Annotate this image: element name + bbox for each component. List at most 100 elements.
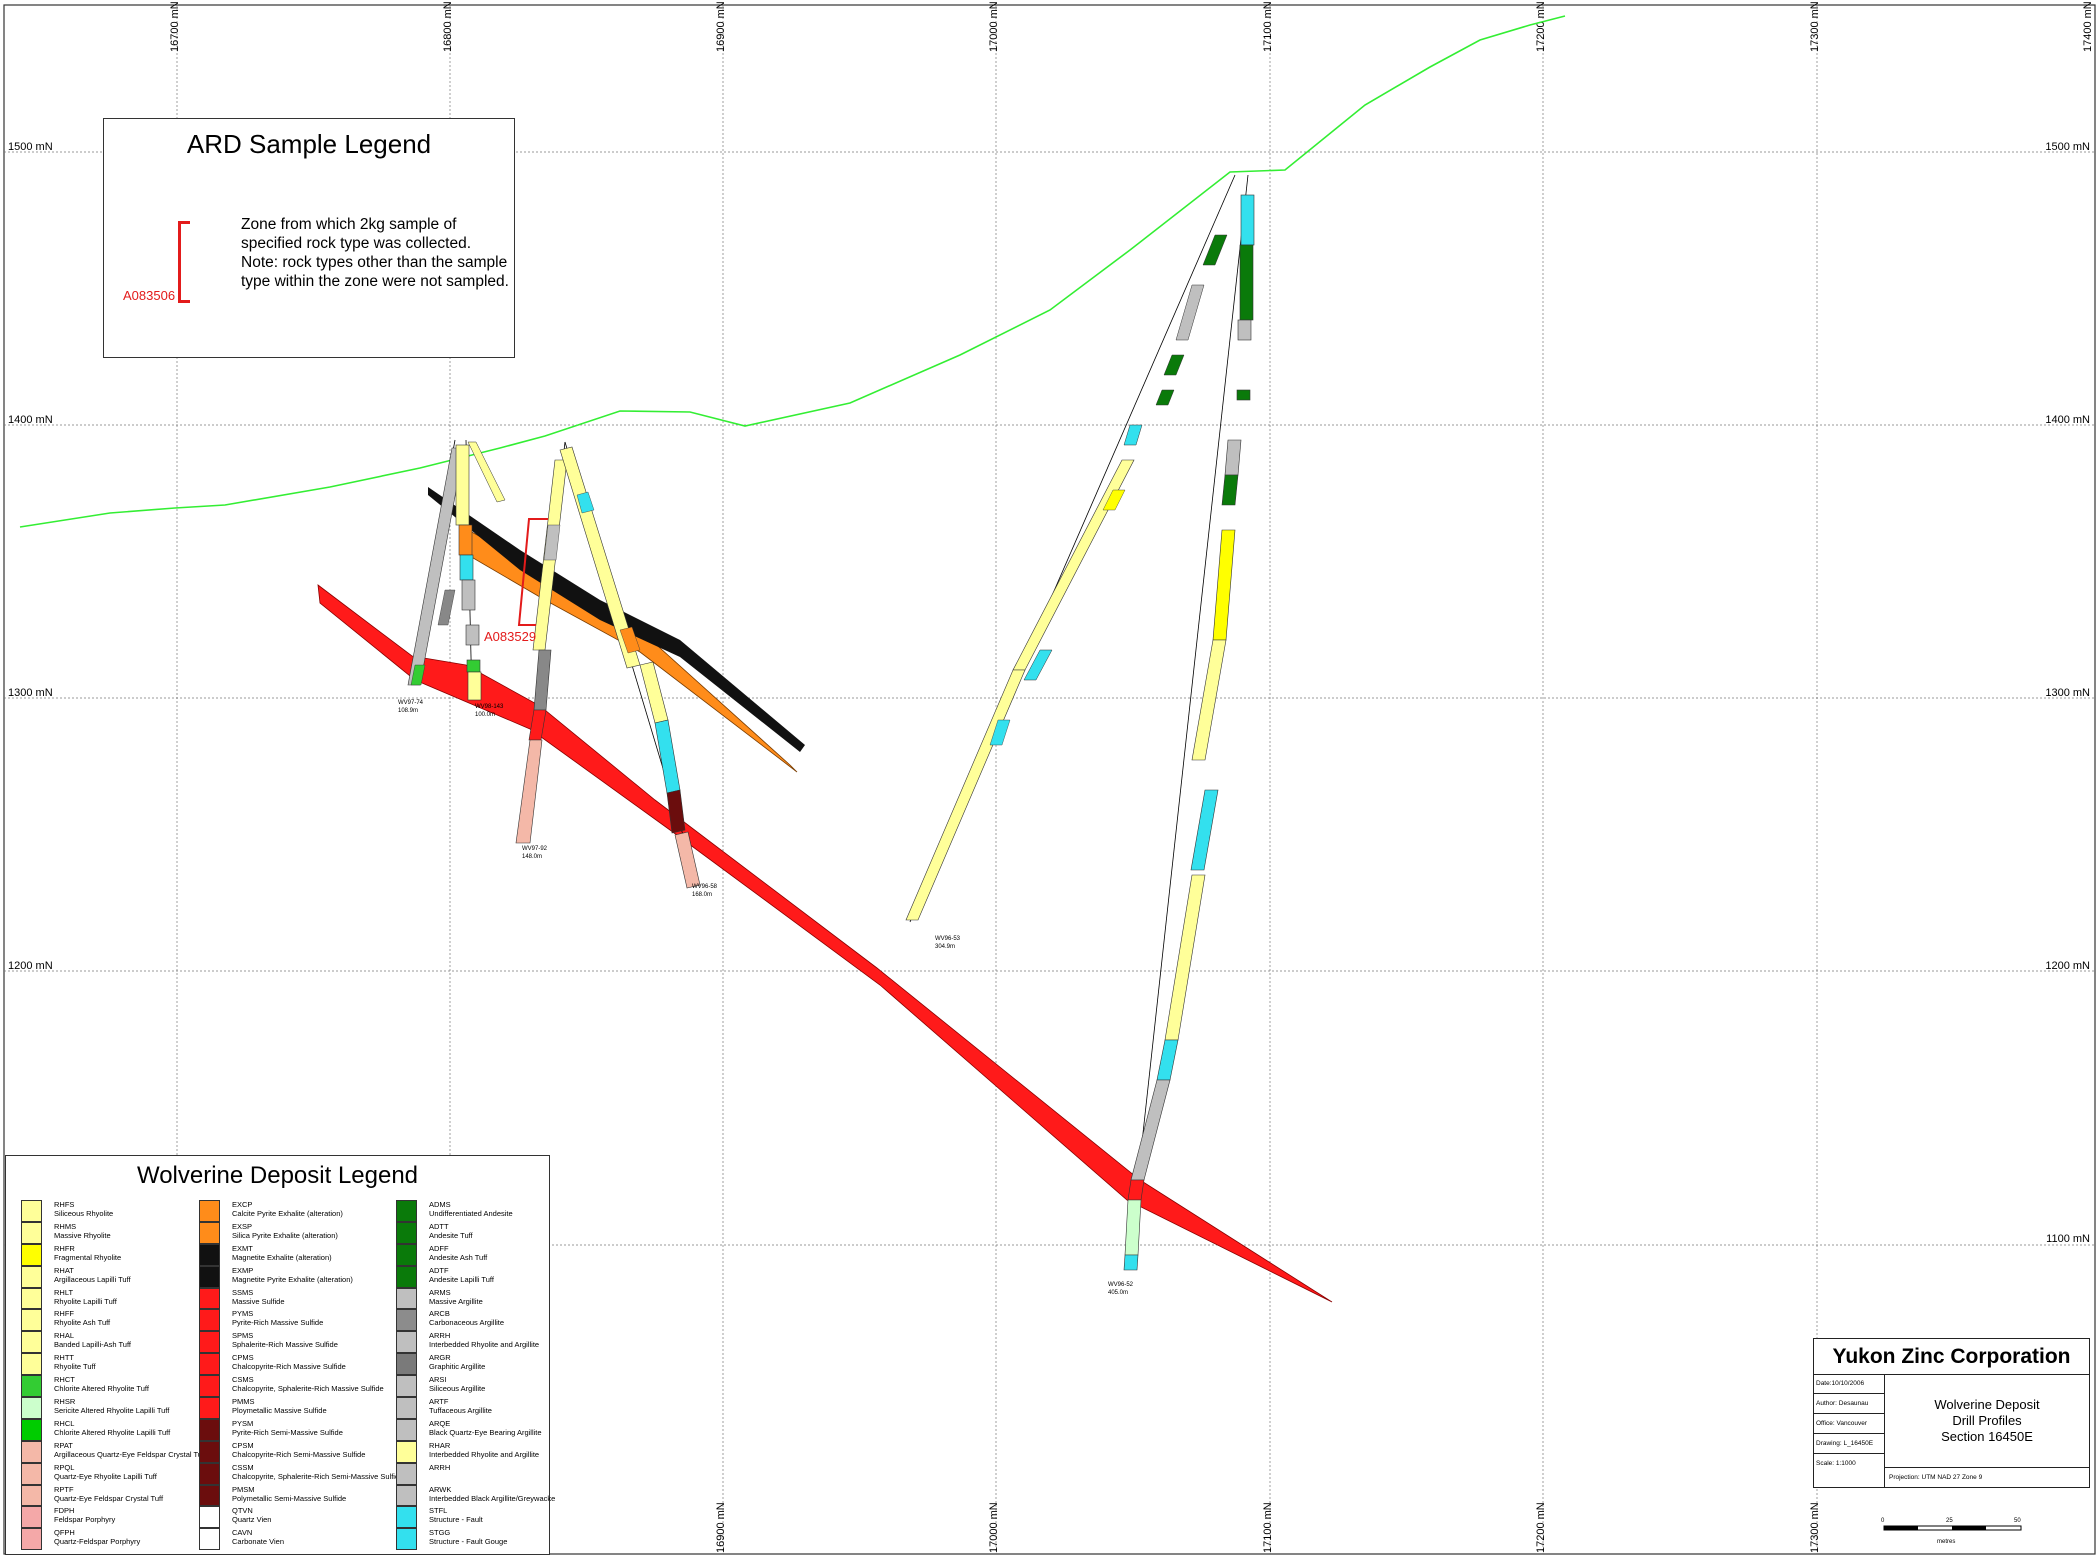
legend-code: RHAT (54, 1265, 74, 1275)
legend-description: Quartz-Feldspar Porphyry (54, 1537, 141, 1547)
legend-code: ADMS (429, 1200, 451, 1209)
legend-description: Undifferentiated Andesite (429, 1209, 513, 1218)
ard-sample-id: A083529 (484, 629, 536, 644)
drill-hole[interactable]: WV96-58 168.0m (559, 441, 718, 898)
drill-hole-id: WV96-53 (935, 936, 961, 942)
legend-code: RPTF (54, 1484, 74, 1494)
legend-swatch (21, 1397, 42, 1419)
legend-description: Chlorite Altered Rhyolite Tuff (54, 1384, 149, 1394)
legend-swatch (199, 1353, 220, 1376)
legend-swatch (396, 1484, 417, 1507)
legend-swatch (199, 1440, 220, 1463)
easting-label: 17100 mN (1262, 1, 1274, 52)
drawing-title-line: Drill Profiles (1952, 1413, 2022, 1428)
legend-description: Siliceous Rhyolite (54, 1209, 114, 1218)
legend-description: Pyrite-Rich Semi-Massive Sulfide (232, 1427, 343, 1437)
scale-tick: 50 (2014, 1518, 2021, 1524)
drill-hole[interactable]: WV98-143 100.0m (455, 439, 506, 718)
legend-code: ARCB (429, 1309, 450, 1319)
legend-description: Quartz-Eye Feldspar Crystal Tuff (54, 1493, 164, 1503)
legend-swatch (21, 1418, 42, 1441)
legend-swatch (396, 1462, 417, 1485)
legend-description: Magnetite Pyrite Exhalite (alteration) (232, 1274, 353, 1284)
legend-description: Black Quartz-Eye Bearing Argillite (429, 1427, 542, 1437)
elevation-label: 1500 mN (8, 141, 53, 153)
legend-code: RHTT (54, 1353, 74, 1363)
tb-office: Office: Vancouver (1814, 1414, 1884, 1434)
legend-code: PMSM (232, 1484, 255, 1494)
legend-code: ARGR (429, 1353, 451, 1363)
legend-swatch (21, 1462, 42, 1485)
legend-swatch (21, 1200, 42, 1222)
tb-projection: Projection: UTM NAD 27 Zone 9 (1885, 1467, 2089, 1487)
legend-code: EXSP (232, 1221, 253, 1231)
drill-hole-depth: 405.0m (1108, 1290, 1128, 1296)
legend-swatch (21, 1440, 42, 1463)
drill-hole-depth: 304.9m (935, 944, 955, 950)
legend-code: ARRH (429, 1462, 451, 1472)
drill-hole-id: WV98-143 (475, 704, 504, 710)
legend-swatch (396, 1375, 417, 1398)
ard-sample-example: A083506 (123, 288, 176, 303)
drill-hole[interactable]: WV96-52 405.0m (1108, 174, 1255, 1296)
easting-label: 17200 mN (1535, 1, 1547, 52)
legend-swatch (396, 1200, 417, 1222)
elevation-labels-right: 1500 mN 1400 mN 1300 mN 1200 mN 1100 mN (2045, 141, 2090, 1245)
legend-swatch (21, 1221, 42, 1244)
drill-hole-id: WV97-74 (398, 700, 424, 706)
legend-code: RPQL (54, 1462, 75, 1472)
legend-swatch (199, 1528, 220, 1551)
drawing-title-line: Section 16450E (1941, 1429, 2033, 1444)
legend-swatch (21, 1484, 42, 1507)
drill-hole[interactable]: WV97-74 108.9m (398, 439, 465, 714)
legend-description: Tuffaceous Argillite (429, 1406, 492, 1416)
ard-legend-description: Zone from which 2kg sample of specified … (241, 216, 509, 290)
legend-swatch (199, 1265, 220, 1288)
scale-tick: 0 (1881, 1518, 1885, 1524)
legend-code: ARWK (429, 1484, 452, 1494)
easting-label: 16900 mN (715, 1, 727, 52)
legend-code: ARRH (429, 1331, 451, 1341)
drawing-title: Wolverine Deposit Drill Profiles Section… (1885, 1374, 2089, 1469)
legend-swatch (199, 1243, 220, 1266)
deposit-legend: Wolverine Deposit Legend RHFS Siliceous R… (5, 1155, 555, 1555)
scale-unit: metres (1937, 1539, 1955, 1545)
legend-code: CAVN (232, 1528, 253, 1538)
legend-code: QTVN (232, 1506, 253, 1516)
legend-description: Chalcopyrite, Sphalerite-Rich Massive Su… (232, 1384, 384, 1394)
easting-label: 16800 mN (442, 1, 454, 52)
elevation-labels-left: 1500 mN 1400 mN 1300 mN 1200 mN (8, 141, 53, 972)
drill-hole-depth: 148.0m (522, 854, 542, 860)
legend-swatch (199, 1397, 220, 1419)
legend-code: QFPH (54, 1528, 75, 1538)
elevation-label: 1400 mN (8, 414, 53, 426)
ard-bracket-symbol (178, 221, 190, 303)
scale-tick: 25 (1946, 1518, 1953, 1524)
elevation-label: 1100 mN (2046, 1233, 2090, 1245)
drill-hole[interactable]: WV97-92 148.0m (515, 441, 568, 860)
legend-swatch (396, 1309, 417, 1332)
legend-description: Andesite Ash Tuff (429, 1252, 488, 1262)
legend-description: Sphalerite-Rich Massive Sulfide (232, 1340, 338, 1350)
legend-description: Graphitic Argillite (429, 1362, 486, 1372)
legend-code: SPMS (232, 1331, 254, 1341)
legend-description: Sericite Altered Rhyolite Lapilli Tuff (54, 1406, 170, 1416)
legend-description: Polymetallic Semi-Massive Sulfide (232, 1493, 347, 1503)
legend-swatch (199, 1375, 220, 1398)
legend-code: CSSM (232, 1462, 254, 1472)
drill-hole[interactable]: WV96-53 304.9m (905, 174, 1236, 950)
easting-label: 17300 mN (1809, 1, 1821, 52)
drawing-title-line: Wolverine Deposit (1934, 1397, 2040, 1412)
legend-description: Silica Pyrite Exhalite (alteration) (232, 1230, 338, 1240)
ard-sample-marker[interactable]: A083529 (484, 518, 548, 644)
legend-code: RHFS (54, 1200, 75, 1209)
legend-description: Andesite Tuff (429, 1230, 473, 1240)
legend-description: Interbedded Rhyolite and Argillite (429, 1449, 540, 1459)
legend-swatch (199, 1418, 220, 1441)
legend-description: Rhyolite Ash Tuff (54, 1318, 111, 1328)
legend-description: Interbedded Rhyolite and Argillite (429, 1340, 540, 1350)
drill-hole-depth: 100.0m (475, 712, 495, 718)
legend-code: STFL (429, 1506, 448, 1516)
legend-description: Quartz-Eye Rhyolite Lapilli Tuff (54, 1471, 157, 1481)
legend-description: Siliceous Argillite (429, 1384, 486, 1394)
